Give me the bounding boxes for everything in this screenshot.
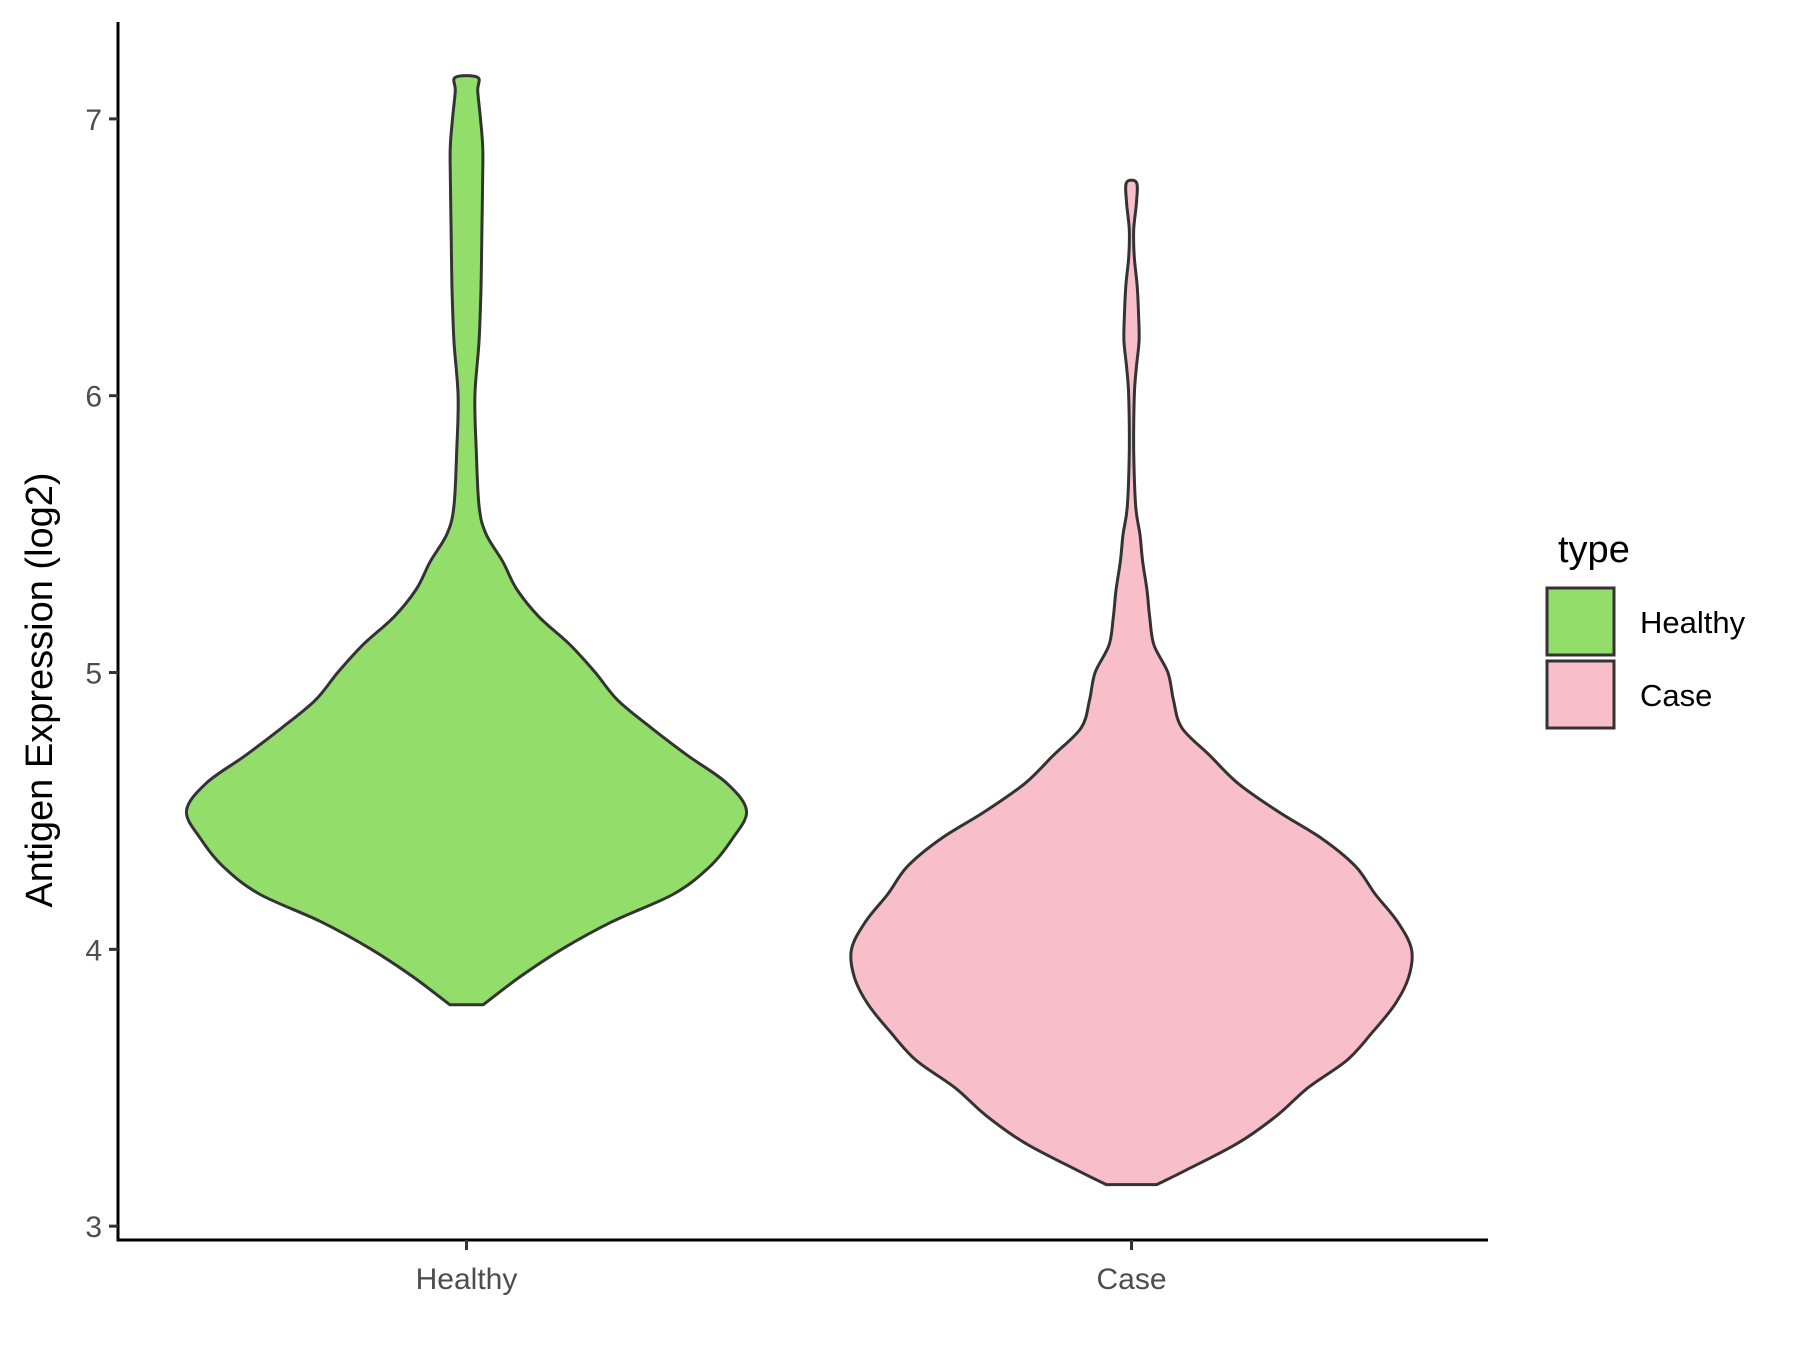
legend: type Healthy Case	[1545, 529, 1746, 730]
legend-title: type	[1558, 529, 1630, 571]
y-tick-label: 7	[85, 104, 102, 137]
x-tick-label: Case	[1096, 1263, 1166, 1296]
legend-key-case	[1545, 659, 1616, 730]
y-axis-title: Antigen Expression (log2)	[19, 472, 61, 907]
y-tick-label: 5	[85, 658, 102, 691]
y-tick-label: 3	[85, 1211, 102, 1244]
violin-case	[849, 178, 1414, 1187]
legend-label-healthy: Healthy	[1640, 605, 1746, 640]
y-tick-label: 4	[85, 934, 102, 967]
legend-label-case: Case	[1640, 678, 1712, 713]
axes-layer: 3 4 5 6 7 Healthy Case	[85, 22, 1488, 1296]
y-tick-label: 6	[85, 381, 102, 414]
x-tick-label: Healthy	[416, 1263, 518, 1296]
violin-healthy	[184, 74, 749, 1007]
legend-key-healthy	[1545, 586, 1616, 657]
violins-layer	[184, 74, 1414, 1187]
